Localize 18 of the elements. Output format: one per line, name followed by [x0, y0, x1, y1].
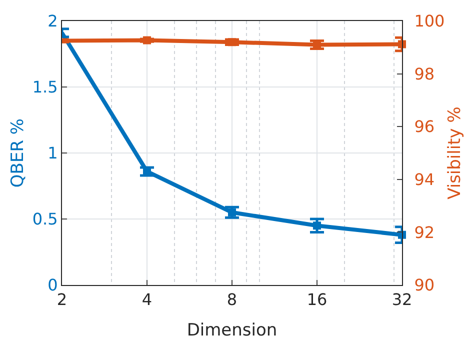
y2-tick-label: 98: [414, 64, 435, 84]
y2-tick-label: 100: [414, 12, 445, 31]
x-tick-label: 8: [226, 290, 238, 310]
y-tick-label: 0: [48, 276, 58, 295]
y2-axis-title: Visibility %: [445, 106, 466, 200]
y2-tick-label: 94: [414, 170, 435, 189]
y-tick-label: 1.5: [32, 78, 58, 97]
x-axis-title: Dimension: [186, 320, 278, 341]
y-tick-label: 1: [48, 144, 58, 163]
y-tick-label: 0.5: [32, 210, 58, 229]
y2-tick-label: 96: [414, 117, 435, 136]
y-tick-label: 2: [48, 12, 58, 31]
y2-tick-label: 92: [414, 222, 435, 242]
x-tick-label: 16: [306, 290, 328, 310]
y2-tick-label: 90: [414, 276, 435, 295]
y-axis-title: QBER %: [8, 118, 28, 188]
x-tick-label: 32: [392, 290, 412, 310]
x-tick-label: 4: [142, 290, 152, 310]
